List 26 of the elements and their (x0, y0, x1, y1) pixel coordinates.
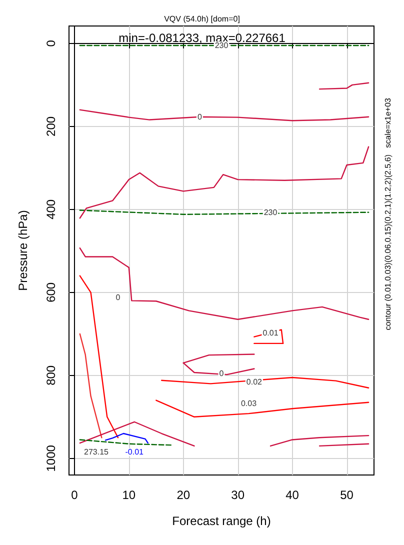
annotation: -0.01 (125, 448, 144, 457)
annotation: 230 (264, 208, 278, 217)
x-tick-label: 50 (340, 488, 354, 502)
y-tick-label: 0 (44, 40, 58, 47)
chart-title: VQV (54.0h) [dom=0] (164, 14, 240, 24)
x-tick-label: 0 (71, 488, 78, 502)
annotation: 0 (116, 292, 121, 302)
y-tick-label: 800 (44, 365, 58, 386)
x-tick-label: 40 (286, 488, 300, 502)
y-tick-label: 200 (44, 116, 58, 136)
annotation: 0.02 (246, 378, 263, 387)
y-tick-label: 1000 (44, 444, 58, 472)
annotation: 230 (214, 41, 229, 50)
annotation: 0 (197, 112, 202, 122)
y-axis-title: Pressure (hPa) (16, 210, 30, 291)
x-axis-title: Forecast range (h) (172, 514, 271, 528)
y-tick-label: 600 (44, 282, 58, 302)
annotation: 0.03 (240, 399, 258, 408)
text: contour (0.01,0.03)(0.06,0.15)(0.2,1)(1.2,2)(2.5,6) scale=x1e+03 (384, 97, 392, 330)
x-tick-label: 30 (231, 488, 245, 502)
annotation: 273.15 (84, 448, 110, 457)
x-tick-label: 10 (122, 488, 136, 502)
annotation: 0.01 (262, 328, 279, 338)
y-tick-label: 400 (44, 199, 58, 220)
x-tick-label: 20 (176, 488, 190, 502)
annotation: 0 (219, 369, 224, 378)
